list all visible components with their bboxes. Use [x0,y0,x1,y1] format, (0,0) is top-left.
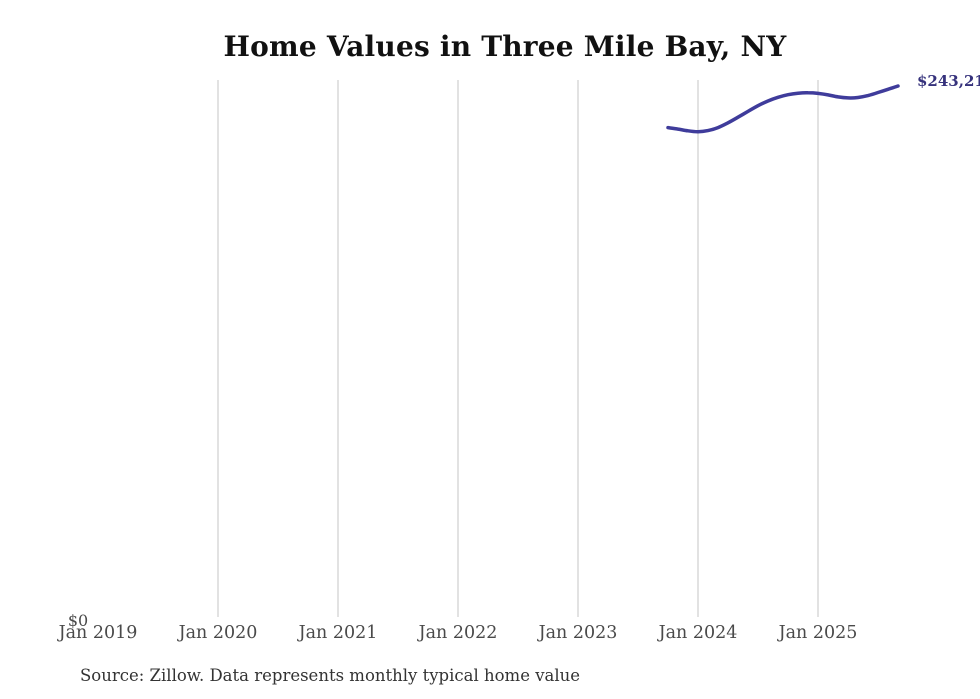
x-tick-label: Jan 2025 [778,623,858,643]
x-tick-label: Jan 2024 [658,623,738,643]
x-tick-label: Jan 2023 [538,623,618,643]
y-axis-zero-label: $0 [67,611,89,630]
home-value-line [666,84,900,134]
page-title: Home Values in Three Mile Bay, NY [223,30,787,63]
gridlines-group [217,80,819,617]
x-tick-label: Jan 2020 [178,623,258,643]
series-group [666,84,900,134]
x-tick-label: Jan 2021 [298,623,378,643]
source-note: Source: Zillow. Data represents monthly … [80,666,581,685]
latest-value-label: $243,21 [917,72,980,90]
x-tick-label: Jan 2019 [58,623,138,643]
x-tick-label: Jan 2022 [418,623,498,643]
